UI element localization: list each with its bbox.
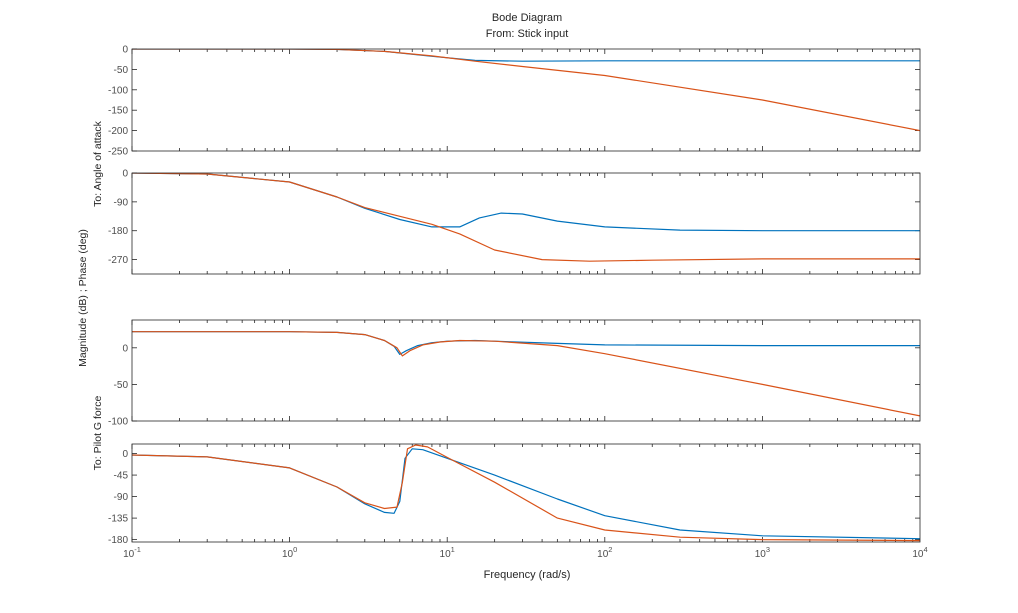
y-tick-label: 0 (122, 45, 128, 56)
x-tick-label: 10-1 (123, 545, 141, 560)
y-tick-label: -90 (114, 197, 129, 208)
y-tick-label: 0 (122, 169, 128, 180)
panel-2: 0 -90 -180 -270 (108, 169, 921, 275)
chart-title: Bode Diagram (492, 12, 562, 24)
x-tick-label: 103 (755, 545, 770, 560)
row-label-angle-of-attack: To: Angle of attack (92, 120, 104, 207)
panel-frame (131, 172, 921, 275)
y-tick-label: -50 (114, 65, 129, 76)
x-tick-label: 101 (440, 545, 455, 560)
row-label-pilot-g-force: To: Pilot G force (92, 395, 104, 470)
panel-frame (131, 443, 921, 543)
panel-frame (131, 48, 921, 152)
y-tick-label: 0 (122, 343, 128, 354)
line-series2 (132, 444, 920, 542)
x-tick-label: 104 (912, 545, 927, 560)
panel-3: 0 -50 -100 (108, 319, 921, 428)
x-axis-label: Frequency (rad/s) (484, 569, 571, 581)
panel-bg (132, 49, 920, 151)
x-tick-label: 102 (597, 545, 612, 560)
panel-4: 0 -45 -90 -135 -180 (108, 443, 921, 546)
panel-bg (132, 320, 920, 421)
y-tick-label: -150 (108, 106, 128, 117)
y-tick-label: -250 (108, 147, 128, 158)
y-tick-label: -200 (108, 126, 128, 137)
panel-frame (131, 319, 921, 422)
y-tick-label: -90 (114, 492, 129, 503)
panel-bg (132, 444, 920, 542)
x-tick-labels: 10-1 100 101 102 103 104 (123, 545, 928, 560)
panels-group: 0 -50 -100 -150 -200 -250 0 -90 -180 -270 0 -50 -100… (108, 45, 921, 546)
shared-ylabel: Magnitude (dB) ; Phase (deg) (77, 229, 89, 367)
y-tick-label: -135 (108, 514, 128, 525)
y-tick-label: -180 (108, 226, 128, 237)
panel-1: 0 -50 -100 -150 -200 -250 (108, 45, 921, 158)
y-tick-label: -100 (108, 85, 128, 96)
line-series2 (132, 331, 920, 417)
y-tick-label: 0 (122, 449, 128, 460)
line-series2 (132, 173, 920, 262)
y-tick-label: -45 (114, 471, 129, 482)
panel-bg (132, 173, 920, 274)
y-tick-label: -50 (114, 380, 129, 391)
y-tick-label: -270 (108, 255, 128, 266)
y-tick-label: -100 (108, 417, 128, 428)
x-tick-label: 100 (282, 545, 297, 560)
chart-subtitle: From: Stick input (486, 28, 569, 40)
y-tick-label: -180 (108, 535, 128, 546)
